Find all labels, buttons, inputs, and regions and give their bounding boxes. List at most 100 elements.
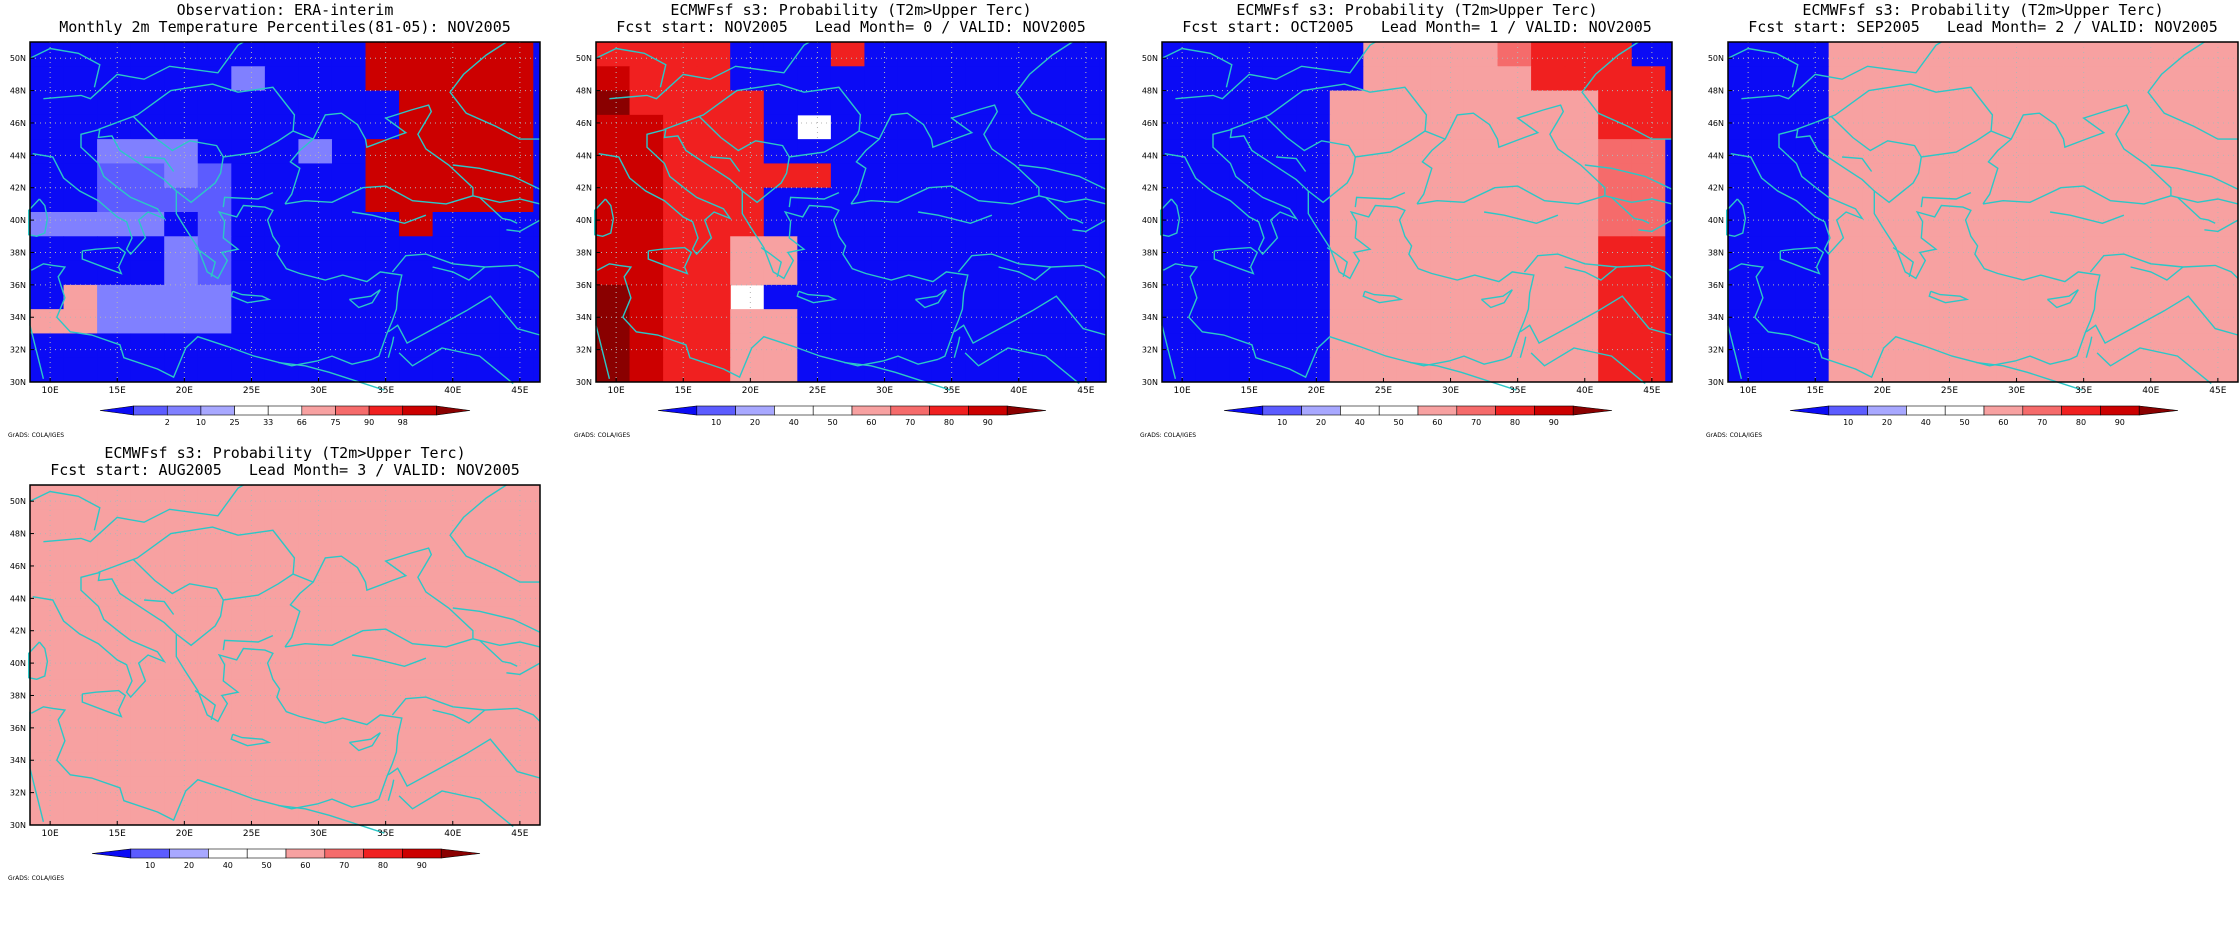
heatmap-cell bbox=[1229, 309, 1264, 334]
heatmap-cell bbox=[998, 187, 1033, 213]
heatmap-cell bbox=[97, 533, 132, 559]
coastline bbox=[1307, 156, 1356, 204]
heatmap-cell bbox=[432, 333, 467, 359]
colorbar-label: 60 bbox=[1432, 418, 1442, 427]
colorbar-segment bbox=[324, 848, 364, 859]
colorbar-label: 70 bbox=[1471, 418, 1481, 427]
heatmap-cell bbox=[264, 752, 299, 777]
colorbar-segment bbox=[1495, 405, 1535, 416]
heatmap-cell bbox=[164, 557, 199, 583]
heatmap-cell bbox=[1229, 284, 1264, 310]
heatmap-cell bbox=[365, 752, 400, 777]
heatmap-cell bbox=[30, 357, 65, 383]
heatmap-cell bbox=[1032, 90, 1067, 116]
heatmap-cell bbox=[1564, 42, 1599, 67]
colorbar-segment bbox=[402, 848, 442, 859]
heatmap-cell bbox=[730, 333, 765, 359]
heatmap-cell bbox=[1728, 114, 1763, 140]
heatmap-cell bbox=[2197, 139, 2232, 164]
heatmap-cell bbox=[432, 800, 467, 826]
heatmap-cell bbox=[231, 557, 266, 583]
heatmap-cell bbox=[965, 284, 1000, 310]
heatmap-cell bbox=[1162, 90, 1197, 116]
heatmap-cell bbox=[1564, 187, 1599, 213]
x-tick-label: 30E bbox=[310, 386, 327, 396]
heatmap-cell bbox=[1296, 90, 1331, 116]
y-tick-label: 30N bbox=[10, 821, 26, 830]
coastline bbox=[1230, 83, 1446, 140]
heatmap-cell bbox=[30, 533, 65, 559]
heatmap-cell bbox=[1761, 66, 1796, 92]
colorbar-segment bbox=[1456, 405, 1496, 416]
heatmap-cell bbox=[432, 776, 467, 802]
heatmap-cell bbox=[2029, 42, 2065, 67]
heatmap-cell bbox=[1598, 212, 1633, 237]
heatmap-cell bbox=[1929, 260, 1964, 286]
heatmap-cell bbox=[1531, 66, 1566, 92]
heatmap-cell bbox=[1962, 236, 1997, 262]
y-tick-label: 48N bbox=[10, 530, 26, 539]
coastline bbox=[609, 41, 810, 100]
heatmap-cell bbox=[365, 187, 400, 213]
coastline bbox=[1354, 191, 1406, 208]
heatmap-cell bbox=[830, 163, 865, 189]
heatmap-cell bbox=[2029, 236, 2065, 262]
heatmap-cell bbox=[1631, 357, 1666, 383]
y-tick-label: 30N bbox=[1142, 378, 1158, 387]
heatmap-cell bbox=[63, 284, 98, 310]
coastline bbox=[351, 211, 427, 225]
coastline bbox=[32, 128, 403, 360]
coastline bbox=[594, 198, 615, 238]
heatmap-cell bbox=[432, 655, 467, 680]
heatmap-cell bbox=[897, 212, 933, 237]
heatmap-cell bbox=[1032, 309, 1067, 334]
coastline bbox=[1611, 196, 1650, 224]
x-tick-label: 35E bbox=[377, 386, 394, 396]
heatmap-cell bbox=[1996, 163, 2031, 189]
heatmap-cell bbox=[533, 727, 541, 753]
map-svg: 10E 15E 20E 25E 30E 35E 40E 45E 30N 32N 34N 36N 38N 4… bbox=[1140, 41, 1673, 439]
heatmap-cell bbox=[432, 485, 467, 510]
heatmap-cell bbox=[533, 114, 541, 140]
heatmap-cell bbox=[1728, 66, 1763, 92]
coastline bbox=[387, 336, 395, 358]
heatmap-cell bbox=[533, 509, 541, 535]
map-svg: 10E 15E 20E 25E 30E 35E 40E 45E 30N 32N 34N 36N 38N 4… bbox=[8, 41, 541, 439]
coastline bbox=[144, 156, 175, 172]
coastline bbox=[432, 709, 486, 724]
coastline bbox=[472, 195, 541, 205]
heatmap-cell bbox=[432, 163, 467, 189]
map-svg: 10E 15E 20E 25E 30E 35E 40E 45E 30N 32N 34N 36N 38N 4… bbox=[1706, 41, 2239, 439]
heatmap-cell bbox=[1962, 333, 1997, 359]
heatmap-cell bbox=[197, 284, 232, 310]
heatmap-cell bbox=[2231, 284, 2239, 310]
heatmap-cell bbox=[1396, 333, 1431, 359]
heatmap-cell bbox=[264, 163, 299, 189]
heatmap-cell bbox=[1195, 357, 1230, 383]
map-frame bbox=[595, 41, 1107, 383]
heatmap-cell bbox=[499, 800, 534, 826]
heatmap-cell bbox=[2063, 187, 2098, 213]
heatmap-cell bbox=[1195, 66, 1230, 92]
heatmap-cell bbox=[1099, 114, 1107, 140]
heatmap-cell bbox=[2097, 66, 2132, 92]
heatmap-cell bbox=[1828, 260, 1863, 286]
heatmap-cell bbox=[130, 42, 165, 67]
heatmap-cell bbox=[231, 212, 266, 237]
heatmap-cell bbox=[466, 533, 501, 559]
y-tick-label: 40N bbox=[576, 216, 592, 225]
coastline bbox=[1072, 219, 1107, 233]
heatmap-cell bbox=[466, 139, 501, 164]
colorbar-label: 20 bbox=[1882, 418, 1892, 427]
heatmap-cell bbox=[2097, 284, 2132, 310]
heatmap-cell bbox=[264, 260, 299, 286]
heatmap-cell bbox=[1162, 139, 1197, 164]
heatmap-cell bbox=[1631, 212, 1666, 237]
coastline bbox=[1519, 295, 1673, 345]
heatmap-cell bbox=[2231, 163, 2239, 189]
heatmap-cell bbox=[1363, 187, 1398, 213]
heatmap-cell bbox=[864, 284, 899, 310]
heatmap-cell bbox=[499, 703, 534, 729]
coastline bbox=[1162, 263, 1505, 379]
x-tick-label: 10E bbox=[608, 386, 625, 396]
